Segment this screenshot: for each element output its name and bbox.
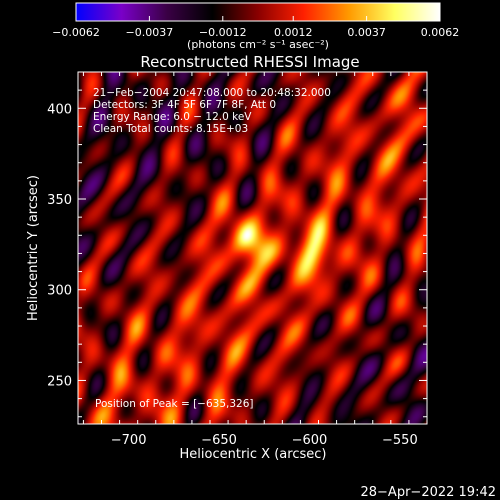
info-line-detectors: Detectors: 3F 4F 5F 6F 7F 8F, Att 0 (93, 99, 276, 111)
y-tick-label: 350 (47, 193, 72, 208)
peak-position-label: Position of Peak = [−635,326] (95, 398, 254, 410)
x-tick-label: −700 (111, 433, 147, 448)
colorbar-tick-label: 0.0012 (274, 26, 313, 39)
footer-timestamp: 28−Apr−2022 19:42 (361, 485, 497, 500)
plot-frame (77, 71, 428, 425)
x-axis-title: Heliocentric X (arcsec) (180, 447, 327, 462)
x-tick-label: −600 (292, 433, 328, 448)
y-tick-label: 300 (47, 284, 72, 299)
plot-axes: −700 −650 −600 −550 250 300 350 400 (47, 71, 428, 448)
info-line-time: 21−Feb−2004 20:47:08.000 to 20:48:32.000 (93, 87, 331, 99)
colorbar-unit-label: (photons cm⁻² s⁻¹ asec⁻²) (187, 38, 329, 51)
x-tick-label: −650 (201, 433, 237, 448)
colorbar-tick-label: 0.0062 (421, 26, 460, 39)
colorbar-gradient (75, 2, 441, 22)
colorbar-tick-label: −0.0037 (126, 26, 174, 39)
info-overlay: 21−Feb−2004 20:47:08.000 to 20:48:32.000… (93, 87, 331, 410)
plot-title: Reconstructed RHESSI Image (140, 53, 359, 71)
colorbar: −0.0062 −0.0037 −0.0012 0.0012 0.0037 0.0062 … (52, 2, 459, 51)
y-axis-title: Heliocentric Y (arcsec) (26, 175, 41, 321)
info-line-energy: Energy Range: 6.0 − 12.0 keV (93, 111, 252, 123)
heatmap-image (78, 72, 427, 424)
y-tick-label: 250 (47, 374, 72, 389)
colorbar-tick-label: 0.0037 (347, 26, 386, 39)
x-tick-label: −550 (382, 433, 418, 448)
y-tick-label: 400 (47, 102, 72, 117)
colorbar-tick-label: −0.0012 (199, 26, 247, 39)
info-line-counts: Clean Total counts: 8.15E+03 (93, 123, 248, 135)
colorbar-ticks: −0.0062 −0.0037 −0.0012 0.0012 0.0037 0.0062 (52, 16, 459, 39)
colorbar-tick-label: −0.0062 (52, 26, 100, 39)
